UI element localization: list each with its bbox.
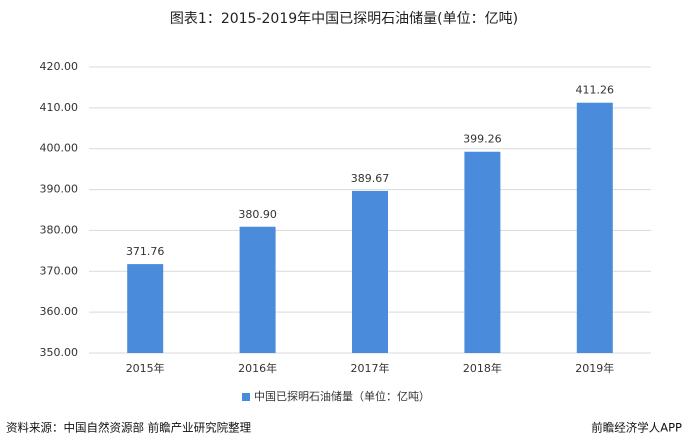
- source-note: 资料来源：中国自然资源部 前瞻产业研究院整理: [6, 421, 252, 435]
- data-label: 399.26: [463, 133, 502, 146]
- chart-title: 图表1：2015-2019年中国已探明石油储量(单位：亿吨): [170, 11, 518, 27]
- y-tick-label: 360.00: [40, 305, 79, 318]
- legend-label: 中国已探明石油储量（单位：亿吨）: [254, 389, 430, 403]
- data-label: 389.67: [351, 172, 390, 185]
- data-label: 371.76: [126, 245, 165, 258]
- x-tick-label: 2016年: [238, 361, 277, 375]
- brand-note: 前瞻经济学人APP: [591, 421, 682, 435]
- y-tick-label: 420.00: [40, 60, 79, 73]
- y-tick-label: 410.00: [40, 101, 79, 114]
- legend-swatch: [242, 393, 250, 401]
- x-tick-label: 2018年: [463, 361, 502, 375]
- y-tick-label: 370.00: [40, 264, 79, 277]
- x-tick-label: 2015年: [126, 361, 165, 375]
- x-tick-label: 2017年: [351, 361, 390, 375]
- y-tick-label: 390.00: [40, 183, 79, 196]
- bar: [352, 190, 388, 353]
- x-tick-label: 2019年: [575, 361, 614, 375]
- bar: [576, 102, 613, 354]
- bar: [127, 264, 164, 353]
- bar: [464, 151, 501, 353]
- data-label: 380.90: [238, 208, 277, 221]
- data-label: 411.26: [576, 84, 615, 97]
- bar: [239, 226, 276, 353]
- y-tick-label: 380.00: [40, 223, 79, 236]
- y-tick-label: 350.00: [40, 346, 79, 359]
- y-tick-label: 400.00: [40, 142, 79, 155]
